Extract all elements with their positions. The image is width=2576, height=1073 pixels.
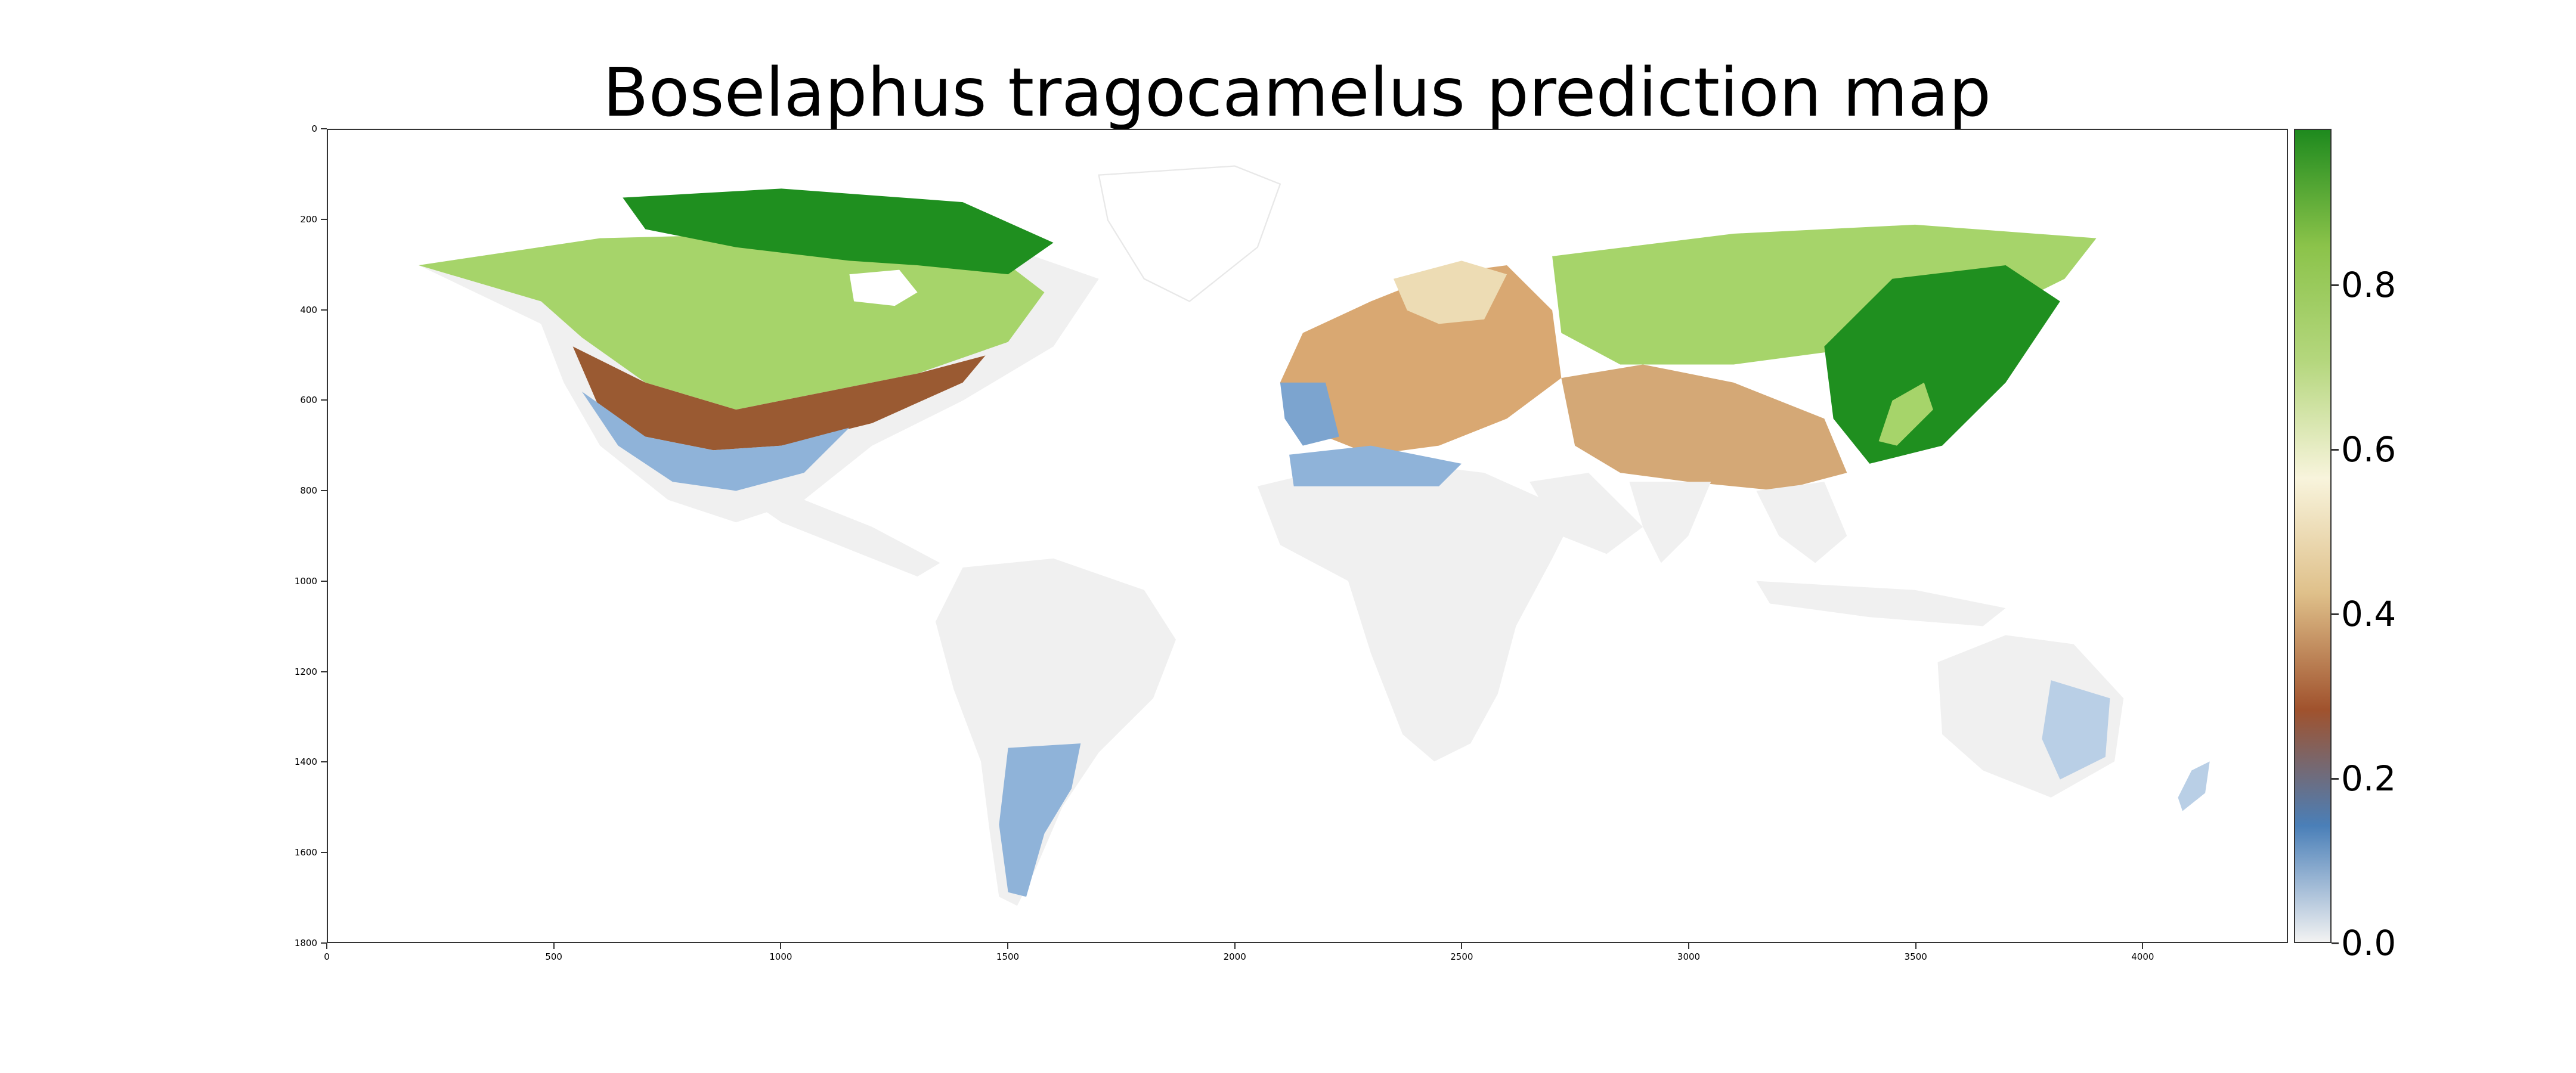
y-tick-label: 1000 (294, 575, 317, 587)
x-tick-mark (1461, 943, 1463, 949)
x-tick-mark (1688, 943, 1690, 949)
southeast-asia-land (1756, 482, 1847, 563)
x-tick-mark (326, 943, 327, 949)
y-tick-mark (321, 580, 327, 582)
australia-east (2042, 680, 2110, 780)
x-tick-label: 1000 (769, 951, 792, 962)
x-tick-label: 3000 (1677, 951, 1701, 962)
y-tick-mark (321, 852, 327, 854)
siberia (1552, 224, 2097, 365)
world-map (419, 165, 2210, 906)
colorbar-tick-mark (2332, 942, 2339, 944)
y-tick-label: 1800 (294, 938, 317, 948)
hudson-bay (849, 269, 918, 306)
y-tick-label: 1600 (294, 847, 317, 858)
y-tick-mark (321, 218, 327, 220)
south-america-land (935, 558, 1176, 906)
europe-land (1280, 265, 1562, 455)
y-tick-label: 1400 (294, 756, 317, 768)
colorbar-tick-mark (2332, 613, 2339, 616)
y-tick-mark (321, 761, 327, 763)
x-tick-label: 2000 (1223, 951, 1246, 962)
arabia-land (1530, 473, 1643, 554)
colorbar-tick-mark (2332, 284, 2339, 287)
x-tick-label: 3500 (1904, 951, 1927, 962)
scandinavia (1393, 261, 1507, 324)
y-tick-mark (321, 490, 327, 492)
x-tick-mark (1234, 943, 1236, 949)
colorbar-tick-label: 0.4 (2341, 594, 2397, 635)
y-tick-mark (321, 128, 327, 129)
patagonia (999, 743, 1081, 897)
colorbar (2294, 129, 2332, 943)
x-tick-label: 1500 (996, 951, 1020, 962)
map-title: Boselaphus tragocamelus prediction map (602, 54, 1992, 132)
new-zealand-land (2178, 761, 2210, 811)
y-tick-mark (321, 942, 327, 944)
y-tick-label: 400 (300, 304, 317, 315)
indonesia-land (1756, 581, 2006, 627)
y-tick-label: 800 (300, 485, 317, 497)
x-tick-label: 2500 (1450, 951, 1473, 962)
y-tick-mark (321, 309, 327, 311)
colorbar-tick-label: 0.8 (2341, 265, 2397, 306)
y-tick-label: 0 (311, 123, 317, 134)
greenland (1098, 165, 1281, 302)
x-tick-mark (1007, 943, 1008, 949)
y-tick-label: 200 (300, 213, 317, 225)
africa-land (1257, 459, 1575, 762)
north-africa-band (1289, 445, 1462, 486)
y-tick-label: 600 (300, 395, 317, 406)
y-tick-label: 1200 (294, 666, 317, 677)
colorbar-tick-label: 0.2 (2341, 758, 2397, 799)
colorbar-tick-label: 0.6 (2341, 429, 2397, 470)
central-asia (1561, 364, 1847, 491)
japan (1878, 382, 1933, 446)
colorbar-tick-label: 0.0 (2341, 923, 2397, 963)
x-tick-label: 500 (545, 951, 562, 962)
east-asia (1824, 265, 2060, 464)
x-tick-label: 0 (324, 951, 330, 962)
x-tick-mark (553, 943, 555, 949)
x-tick-mark (2142, 943, 2144, 949)
north-america-south-blue (581, 391, 850, 491)
x-tick-mark (1915, 943, 1916, 949)
x-tick-mark (780, 943, 782, 949)
colorbar-tick-mark (2332, 449, 2339, 451)
x-tick-label: 4000 (2131, 951, 2154, 962)
y-tick-mark (321, 399, 327, 401)
north-america-south-band (572, 346, 986, 451)
colorbar-tick-mark (2332, 778, 2339, 780)
central-america-land (736, 491, 940, 577)
y-tick-mark (321, 671, 327, 672)
india-land (1629, 482, 1711, 563)
north-america-arctic (623, 188, 1054, 275)
europe-west-blue (1280, 382, 1339, 446)
map-plot-area (327, 129, 2288, 943)
